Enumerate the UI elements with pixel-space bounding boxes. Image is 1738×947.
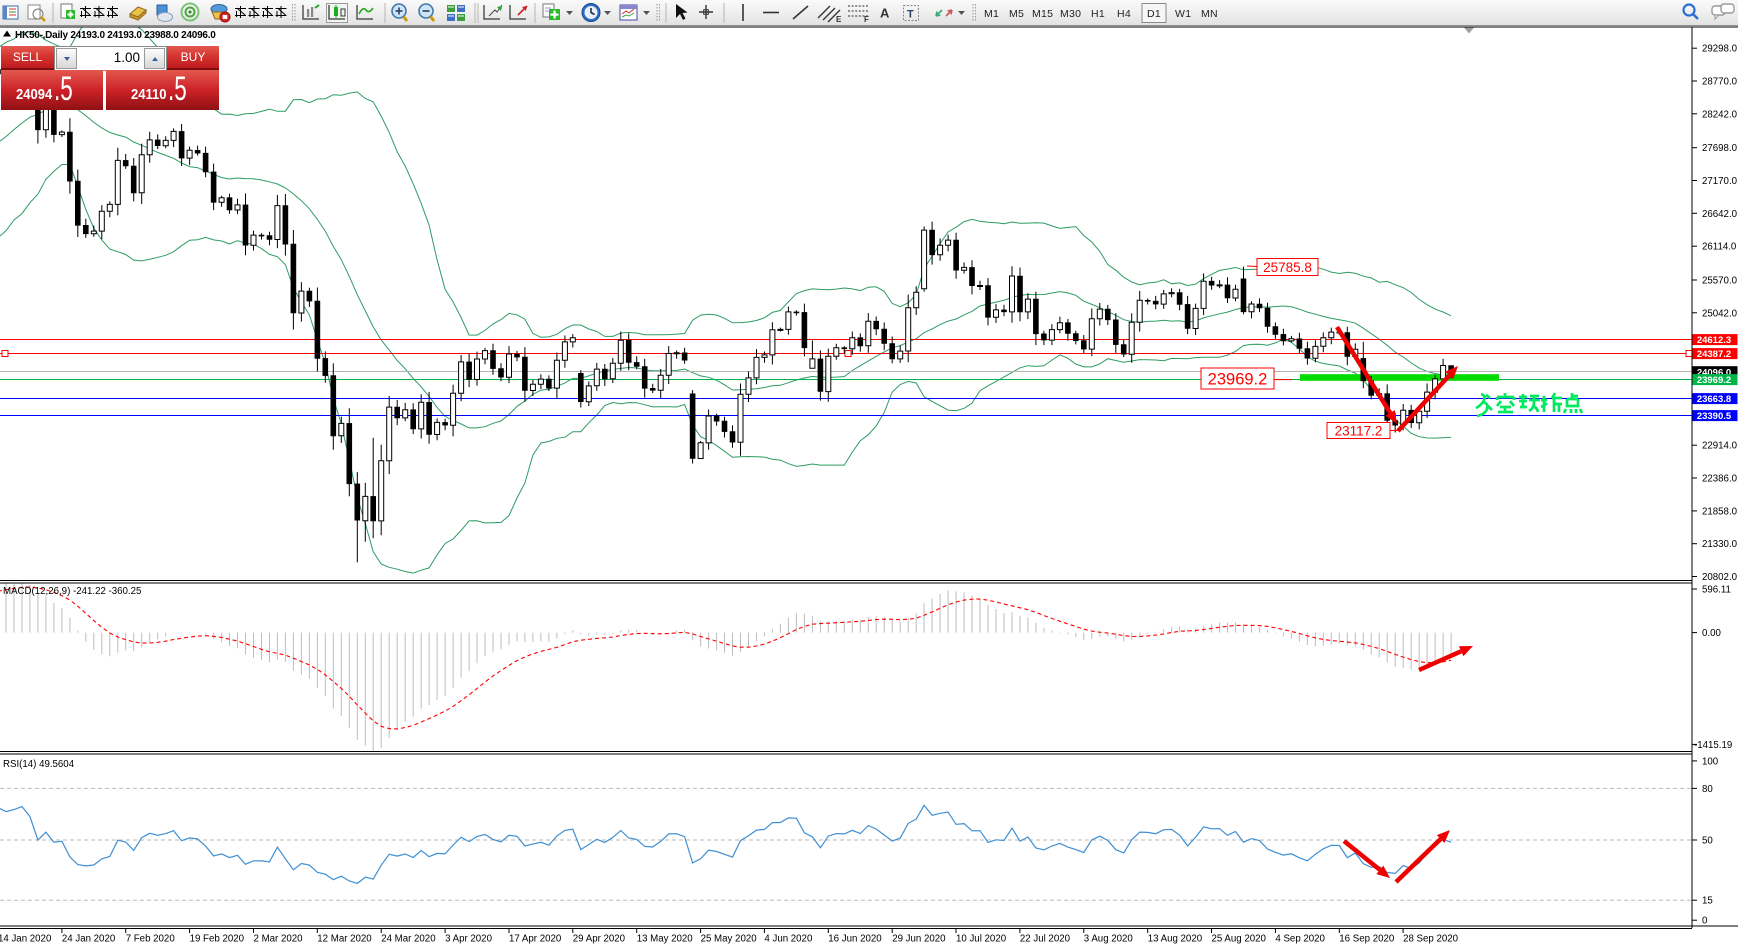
svg-text:22386.0: 22386.0: [1702, 474, 1738, 485]
svg-text:20802.0: 20802.0: [1702, 572, 1738, 583]
svg-text:7 Feb 2020: 7 Feb 2020: [126, 934, 176, 945]
svg-text:24612.3: 24612.3: [1697, 335, 1731, 346]
svg-text:E: E: [836, 15, 842, 24]
svg-text:W1: W1: [1175, 8, 1191, 20]
svg-text:4 Jun 2020: 4 Jun 2020: [764, 934, 813, 945]
svg-text:50: 50: [1702, 836, 1713, 847]
svg-text:19 Feb 2020: 19 Feb 2020: [190, 934, 245, 945]
svg-text:MACD(12,26,9) -241.22 -360.25: MACD(12,26,9) -241.22 -360.25: [3, 586, 141, 597]
svg-text:M1: M1: [984, 8, 999, 20]
svg-text:25570.0: 25570.0: [1702, 276, 1738, 287]
svg-text:D1: D1: [1147, 8, 1161, 20]
svg-text:23969.2: 23969.2: [1697, 375, 1731, 386]
svg-text:23117.2: 23117.2: [1335, 423, 1383, 438]
svg-text:16 Sep 2020: 16 Sep 2020: [1339, 934, 1395, 945]
svg-text:HK50-,Daily 24193.0 24193.0 2: HK50-,Daily 24193.0 24193.0 23988.0 2409…: [15, 30, 216, 41]
svg-text:25042.0: 25042.0: [1702, 308, 1738, 319]
svg-text:0.00: 0.00: [1702, 628, 1721, 639]
svg-text:13 Aug 2020: 13 Aug 2020: [1148, 934, 1203, 945]
svg-text:M30: M30: [1060, 8, 1081, 20]
svg-text:25785.8: 25785.8: [1263, 260, 1312, 275]
svg-text:F: F: [864, 15, 869, 24]
svg-text:10 Jul 2020: 10 Jul 2020: [956, 934, 1007, 945]
svg-text:2 Mar 2020: 2 Mar 2020: [254, 934, 304, 945]
svg-text:17 Apr 2020: 17 Apr 2020: [509, 934, 562, 945]
svg-text:T: T: [907, 9, 914, 21]
svg-text:21858.0: 21858.0: [1702, 506, 1738, 517]
svg-text:21330.0: 21330.0: [1702, 539, 1738, 550]
svg-text:24096.0: 24096.0: [1697, 367, 1731, 378]
svg-text:3 Aug 2020: 3 Aug 2020: [1084, 934, 1134, 945]
svg-text:25 Aug 2020: 25 Aug 2020: [1212, 934, 1267, 945]
svg-text:29 Jun 2020: 29 Jun 2020: [892, 934, 946, 945]
svg-text:80: 80: [1702, 784, 1713, 795]
svg-text:3 Apr 2020: 3 Apr 2020: [445, 934, 492, 945]
svg-text:12 Mar 2020: 12 Mar 2020: [317, 934, 372, 945]
svg-text:29298.0: 29298.0: [1702, 44, 1738, 55]
svg-text:28242.0: 28242.0: [1702, 109, 1738, 120]
svg-text:28770.0: 28770.0: [1702, 77, 1738, 88]
svg-text:15: 15: [1702, 896, 1713, 907]
svg-text:M5: M5: [1009, 8, 1024, 20]
svg-text:RSI(14) 49.5604: RSI(14) 49.5604: [3, 759, 75, 770]
svg-text:25 May 2020: 25 May 2020: [701, 934, 758, 945]
svg-text:27698.0: 27698.0: [1702, 143, 1738, 154]
svg-text:H4: H4: [1117, 8, 1131, 20]
svg-text:M15: M15: [1032, 8, 1053, 20]
svg-text:H1: H1: [1091, 8, 1105, 20]
svg-text:-1415.19: -1415.19: [1694, 740, 1732, 751]
svg-text:26114.0: 26114.0: [1702, 242, 1737, 253]
svg-text:28 Sep 2020: 28 Sep 2020: [1403, 934, 1459, 945]
svg-text:22 Jul 2020: 22 Jul 2020: [1020, 934, 1071, 945]
svg-text:27170.0: 27170.0: [1702, 176, 1738, 187]
svg-text:100: 100: [1702, 756, 1719, 767]
svg-text:23663.8: 23663.8: [1697, 394, 1731, 405]
svg-text:24 Mar 2020: 24 Mar 2020: [381, 934, 436, 945]
svg-text:24387.2: 24387.2: [1697, 349, 1731, 360]
svg-text:14 Jan 2020: 14 Jan 2020: [0, 934, 52, 945]
svg-text:24 Jan 2020: 24 Jan 2020: [62, 934, 116, 945]
svg-text:22914.0: 22914.0: [1702, 441, 1738, 452]
svg-text:23969.2: 23969.2: [1208, 370, 1268, 388]
svg-text:29 Apr 2020: 29 Apr 2020: [573, 934, 626, 945]
svg-text:26642.0: 26642.0: [1702, 209, 1738, 220]
svg-text:4 Sep 2020: 4 Sep 2020: [1275, 934, 1325, 945]
svg-text:16 Jun 2020: 16 Jun 2020: [828, 934, 882, 945]
svg-text:23390.5: 23390.5: [1697, 411, 1732, 422]
svg-text:MN: MN: [1201, 8, 1218, 20]
svg-text:A: A: [880, 6, 890, 21]
svg-text:13 May 2020: 13 May 2020: [637, 934, 694, 945]
svg-text:596.11: 596.11: [1702, 585, 1731, 596]
svg-text:0: 0: [1702, 916, 1708, 927]
